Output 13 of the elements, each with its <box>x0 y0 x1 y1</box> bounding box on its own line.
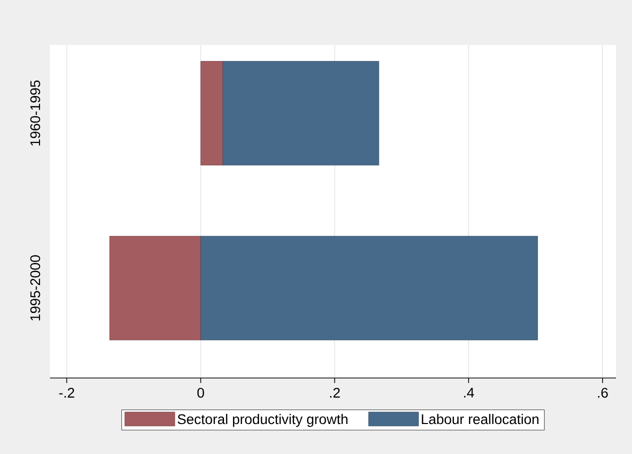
x-tick-label: .6 <box>598 388 608 398</box>
legend-label: Labour reallocation <box>422 414 538 424</box>
x-tick-label: 0 <box>197 388 204 398</box>
bar <box>222 61 380 166</box>
y-tick-label: 1995-2000 <box>30 255 40 320</box>
x-tick-label: .2 <box>330 388 340 398</box>
bar <box>200 61 224 166</box>
x-tick-label: -.2 <box>59 388 74 398</box>
legend-label: Sectoral productivity growth <box>178 414 348 427</box>
bar <box>109 236 201 340</box>
y-tick-label: 1960-1995 <box>30 80 40 146</box>
x-tick-label: .4 <box>464 388 474 398</box>
bar <box>200 236 538 340</box>
